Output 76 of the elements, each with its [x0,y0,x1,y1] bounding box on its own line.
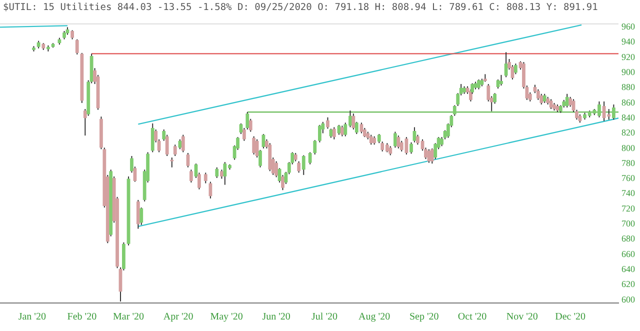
candlestick [540,93,544,105]
candlestick [75,38,79,55]
candlestick [388,146,392,156]
y-tick-label: 860 [622,97,636,108]
candlestick [150,122,154,153]
candlestick [377,134,381,144]
x-tick-label: Nov '20 [506,312,538,323]
y-tick-label: 760 [622,173,636,184]
candlestick [313,140,317,155]
x-tick-label: Aug '20 [358,312,390,323]
y-tick-label: 880 [622,82,636,92]
x-tick-label: Apr '20 [163,312,194,323]
y-tick-label: 600 [622,294,636,304]
y-tick-label: 700 [622,218,636,229]
y-tick-label: 900 [622,67,636,78]
x-tick-label: Feb '20 [67,312,97,323]
candlestick [477,78,480,90]
candlestick [332,126,336,140]
candlestick [427,148,431,164]
x-tick-label: May '20 [210,312,243,323]
candlestick [302,154,306,176]
candlestick [337,124,341,136]
chart-title: $UTIL: 15 Utilities 844.03 -13.55 -1.58% D: 09/25/2020 O: 791.18 H: 808.94 L: 789.61 C: 808.13 Y: 891.91 [2,1,599,15]
candlestick [189,169,193,184]
candlestick [496,78,500,90]
candlestick [542,93,546,104]
candlestick [394,131,397,148]
y-tick-label: 840 [622,112,636,122]
candlestick [396,135,400,149]
y-tick-label: 920 [622,52,636,62]
y-tick-label: 660 [622,248,636,259]
candlestick [220,169,224,180]
x-tick-label: Mar '20 [113,312,144,323]
x-tick-label: Jun '20 [262,312,290,323]
candlestick [140,207,144,226]
candlestick [565,93,569,108]
candlestick [500,74,503,86]
candlestick [360,122,364,134]
y-tick-label: 780 [622,158,636,168]
y-tick-label: 720 [622,203,636,214]
candlestick [612,104,616,120]
y-tick-label: 800 [622,142,636,153]
candlestick [252,136,256,155]
candlestick [136,199,140,230]
candlestick [242,127,246,142]
candlestick [297,160,301,174]
candlestick [215,166,219,178]
candlestick [340,125,344,137]
y-tick-label: 820 [622,128,636,138]
candlestick [329,128,333,138]
x-tick-label: Oct '20 [458,312,487,323]
candlestick [170,157,174,168]
candlestick [352,113,356,130]
candlestick [204,172,208,184]
x-tick-label: Jan '20 [18,312,46,323]
candlestick [326,116,330,130]
y-tick-label: 940 [622,36,636,47]
candlestick [536,88,540,100]
y-tick-label: 960 [622,22,636,32]
x-tick-label: Dec '20 [555,312,586,323]
candlestick [549,98,553,110]
y-tick-label: 740 [622,188,636,198]
y-tick-label: 640 [622,264,636,274]
candlestick [412,126,416,143]
candlestick [410,142,413,154]
candlestick [173,144,177,156]
candlestick [308,152,312,165]
candlestick [318,124,322,143]
x-tick-label: Sep '20 [409,312,439,323]
x-tick-label: Jul '20 [312,312,338,323]
candlestick [181,134,185,153]
y-tick-label: 680 [622,234,636,244]
y-tick-label: 620 [622,279,636,290]
candlestick [178,138,182,150]
candlestick [70,30,74,40]
candlestick [246,112,250,130]
